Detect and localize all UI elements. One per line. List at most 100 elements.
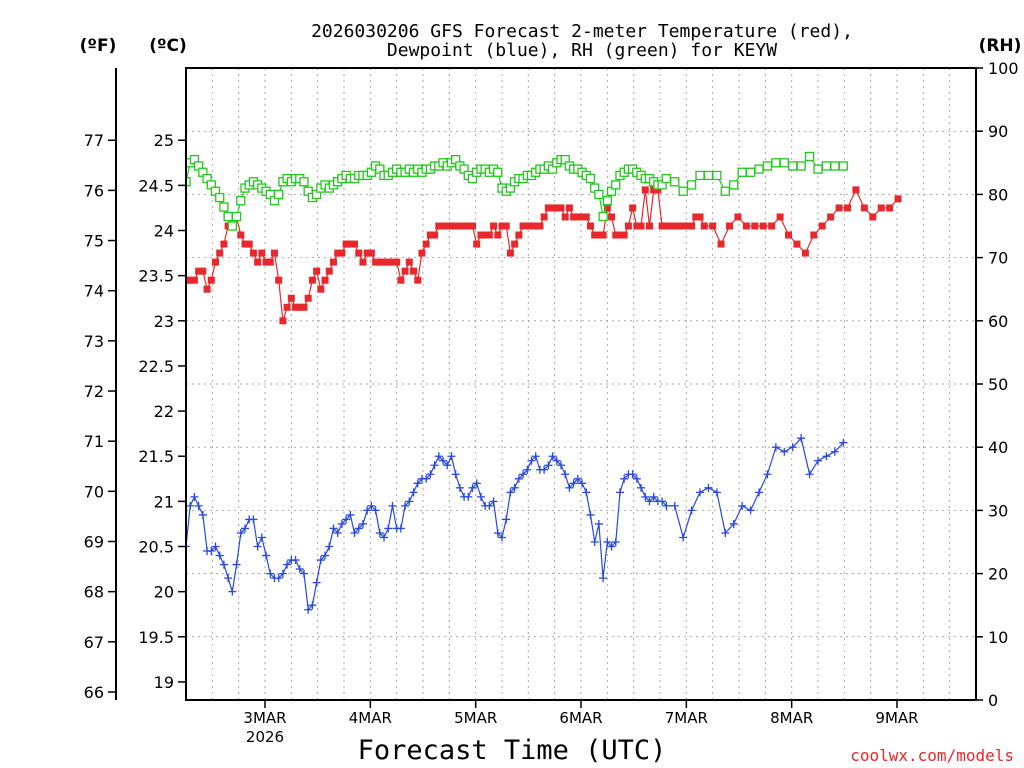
2-meter-temperature-point xyxy=(561,213,569,221)
dewpoint-point xyxy=(544,461,553,470)
2-meter-temperature-point xyxy=(595,231,603,239)
rh-tick-label: 70 xyxy=(988,249,1008,268)
dewpoint-point xyxy=(704,483,713,492)
dewpoint-point xyxy=(590,538,599,546)
2-meter-temperature-point xyxy=(346,240,354,248)
dewpoint-point xyxy=(283,560,292,569)
2-meter-temperature-point xyxy=(894,195,902,203)
dewpoint-point xyxy=(451,470,460,479)
dewpoint-point xyxy=(278,569,287,578)
fahrenheit-tick-label: 77 xyxy=(84,131,104,150)
2-meter-temperature-point xyxy=(220,240,228,248)
2-meter-temperature-point xyxy=(473,240,481,248)
dewpoint-point xyxy=(527,456,536,465)
2-meter-temperature-point xyxy=(401,267,409,275)
plot-frame xyxy=(185,67,977,701)
2-meter-temperature-point xyxy=(570,213,578,221)
dewpoint-point xyxy=(755,488,764,497)
dewpoint-point xyxy=(439,456,448,465)
rh-point xyxy=(729,180,739,190)
2-meter-temperature-point xyxy=(629,204,637,212)
rh-tick-label: 80 xyxy=(988,185,1008,204)
2-meter-temperature-point xyxy=(329,258,337,266)
dewpoint-point xyxy=(232,560,241,569)
2-meter-temperature-point xyxy=(359,258,367,266)
2-meter-temperature-point xyxy=(304,294,312,302)
2-meter-temperature-point xyxy=(199,267,207,275)
dewpoint-point xyxy=(207,547,216,556)
dewpoint-point xyxy=(746,506,755,515)
rh-point xyxy=(236,196,246,206)
2-meter-temperature-point xyxy=(241,240,249,248)
rh-point xyxy=(274,189,284,200)
2-meter-temperature-point xyxy=(658,222,666,230)
rh-point xyxy=(299,177,309,187)
2-meter-temperature-point xyxy=(633,222,641,230)
2-meter-temperature-point xyxy=(321,276,329,284)
fahrenheit-tick-label: 74 xyxy=(84,282,104,301)
dewpoint-point xyxy=(266,569,275,578)
dewpoint-point xyxy=(363,506,372,515)
fahrenheit-unit-label: (ºF) xyxy=(80,36,117,56)
2-meter-temperature-point xyxy=(426,231,434,239)
dewpoint-point xyxy=(426,470,435,479)
dewpoint-point xyxy=(186,501,195,510)
dewpoint-point xyxy=(662,501,671,510)
2-meter-temperature-point xyxy=(671,222,679,230)
2-meter-temperature-point xyxy=(709,222,717,230)
2-meter-temperature-point xyxy=(532,222,540,230)
dewpoint-point xyxy=(257,533,266,542)
rh-point xyxy=(598,211,608,222)
2-meter-temperature-point xyxy=(734,213,742,221)
celsius-tick-label: 20 xyxy=(154,583,174,602)
dewpoint-point xyxy=(569,479,578,488)
celsius-tick-label: 22.5 xyxy=(138,357,174,376)
x-axis-title: Forecast Time (UTC) xyxy=(358,735,667,766)
2-meter-temperature-point xyxy=(726,222,734,230)
2-meter-temperature-point xyxy=(287,294,295,302)
2-meter-temperature-point xyxy=(439,222,447,230)
rh-point xyxy=(796,161,806,171)
2-meter-temperature-point xyxy=(645,222,653,230)
dewpoint-point xyxy=(556,461,565,470)
rh-point xyxy=(678,186,688,196)
2-meter-temperature-point xyxy=(308,276,316,284)
rh-point xyxy=(219,202,229,212)
2-meter-temperature-point xyxy=(313,267,321,275)
2-meter-temperature-point xyxy=(544,204,552,212)
dewpoint-point xyxy=(628,470,637,479)
rh-point xyxy=(695,170,705,181)
dewpoint-point xyxy=(805,470,814,479)
dewpoint-point xyxy=(607,542,616,551)
2-meter-temperature-point xyxy=(460,222,468,230)
dewpoint-point xyxy=(506,488,515,497)
dewpoint-point xyxy=(531,452,540,461)
fahrenheit-tick-label: 69 xyxy=(84,532,104,551)
2-meter-temperature-point xyxy=(759,222,767,230)
dewpoint-point xyxy=(430,461,439,470)
2-meter-temperature-point xyxy=(506,249,514,257)
dewpoint-point xyxy=(354,524,363,533)
2-meter-temperature-point xyxy=(843,204,851,212)
2-meter-temperature-point xyxy=(591,231,599,239)
fahrenheit-tick-label: 73 xyxy=(84,332,104,351)
dewpoint-point xyxy=(413,479,422,488)
fahrenheit-tick-label: 71 xyxy=(84,432,104,451)
rh-tick-label: 20 xyxy=(988,565,1008,584)
2-meter-temperature-point xyxy=(380,258,388,266)
2-meter-temperature-point xyxy=(603,204,611,212)
axes: 66 67 68 69 70 71 72 73 74 75 76 77 19 19.5 20 20.5 21 21… xyxy=(84,59,1019,746)
rh-point xyxy=(762,161,773,171)
rh-tick-label: 30 xyxy=(988,501,1008,520)
dewpoint-point xyxy=(561,470,570,479)
dewpoint-point xyxy=(489,497,498,506)
2-meter-temperature-point xyxy=(852,186,860,194)
rh-point xyxy=(754,164,764,174)
dewpoint-point xyxy=(637,483,646,492)
dewpoint-point xyxy=(611,538,620,546)
dewpoint-point xyxy=(565,483,574,492)
x-tick-label: 7MAR xyxy=(665,709,708,727)
dewpoint-point xyxy=(797,434,806,443)
rh-point xyxy=(215,192,225,203)
dewpoint-point xyxy=(253,542,262,551)
